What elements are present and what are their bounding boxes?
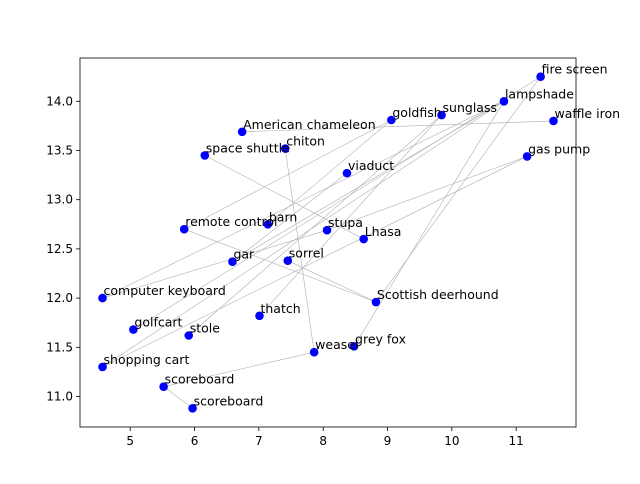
point-label: thatch bbox=[260, 301, 300, 316]
point-label: viaduct bbox=[348, 158, 394, 173]
y-tick-label: 14.0 bbox=[46, 94, 73, 108]
data-point bbox=[263, 219, 273, 229]
x-tick-label: 10 bbox=[444, 434, 459, 448]
point-label: shopping cart bbox=[104, 352, 190, 367]
x-tick-label: 5 bbox=[126, 434, 134, 448]
data-point bbox=[280, 144, 290, 153]
point-label: space shuttle bbox=[206, 140, 290, 155]
edge-line bbox=[259, 114, 442, 317]
y-tick-label: 12.5 bbox=[46, 242, 73, 256]
data-point bbox=[188, 404, 197, 413]
point-label: lampshade bbox=[505, 86, 574, 101]
data-point bbox=[322, 225, 332, 235]
data-point bbox=[549, 116, 558, 126]
data-point bbox=[437, 110, 446, 120]
data-point bbox=[309, 347, 319, 357]
edge-line bbox=[353, 101, 505, 347]
edge-line bbox=[133, 76, 541, 330]
point-label: sunglass bbox=[443, 100, 497, 115]
edge-line bbox=[284, 148, 315, 353]
point-label: computer keyboard bbox=[104, 283, 226, 298]
point-label: American chameleon bbox=[243, 117, 376, 132]
point-label: chiton bbox=[286, 134, 325, 149]
data-point bbox=[342, 168, 352, 178]
data-point bbox=[98, 362, 107, 372]
data-point bbox=[371, 297, 381, 307]
points-layer bbox=[98, 72, 558, 413]
data-point bbox=[98, 293, 107, 303]
point-label: Lhasa bbox=[365, 224, 402, 239]
point-label: waffle iron bbox=[554, 106, 620, 121]
data-point bbox=[522, 152, 532, 161]
data-point bbox=[179, 224, 189, 234]
edge-line bbox=[232, 172, 348, 262]
edge-line bbox=[188, 114, 442, 336]
y-tick-label: 12.0 bbox=[46, 291, 73, 305]
edge-line bbox=[232, 101, 505, 262]
edge-line bbox=[184, 228, 377, 303]
data-point bbox=[536, 72, 545, 81]
edge-line bbox=[375, 76, 541, 303]
y-axis: 11.0 11.5 12.0 12.5 13.0 13.5 14.0 bbox=[46, 94, 80, 403]
edge-line bbox=[163, 386, 193, 409]
x-axis: 5 6 7 8 9 10 11 bbox=[126, 427, 524, 448]
point-label: fire screen bbox=[542, 62, 608, 77]
edge-line bbox=[242, 120, 554, 133]
data-point bbox=[159, 382, 168, 391]
x-tick-label: 9 bbox=[384, 434, 392, 448]
x-tick-label: 7 bbox=[255, 434, 263, 448]
point-label: scoreboard bbox=[194, 393, 264, 408]
x-tick-label: 8 bbox=[319, 434, 327, 448]
data-point bbox=[283, 256, 293, 266]
point-label: scoreboard bbox=[165, 372, 235, 387]
data-point bbox=[200, 151, 210, 160]
edge-line bbox=[102, 229, 328, 299]
edge-line bbox=[267, 119, 392, 225]
point-label: weasel bbox=[315, 337, 358, 352]
point-label: gar bbox=[233, 247, 255, 262]
x-tick-label: 6 bbox=[191, 434, 199, 448]
point-label: gas pump bbox=[528, 141, 590, 156]
data-point bbox=[349, 342, 359, 351]
point-label: Scottish deerhound bbox=[377, 287, 499, 302]
edge-line bbox=[204, 155, 364, 240]
edge-line bbox=[163, 351, 315, 387]
point-label: grey fox bbox=[355, 331, 406, 346]
point-label: golfcart bbox=[134, 315, 182, 330]
data-point bbox=[184, 331, 194, 340]
edge-line bbox=[102, 101, 505, 368]
data-point bbox=[129, 325, 138, 334]
data-point bbox=[228, 257, 237, 266]
y-tick-label: 11.0 bbox=[46, 389, 73, 403]
y-tick-label: 13.5 bbox=[46, 143, 73, 157]
data-point bbox=[255, 311, 264, 321]
y-tick-label: 11.5 bbox=[46, 340, 73, 354]
data-point bbox=[499, 96, 509, 106]
point-label: stupa bbox=[328, 215, 363, 230]
edge-line bbox=[326, 156, 528, 231]
edge-line bbox=[102, 156, 528, 368]
point-label: stole bbox=[190, 320, 221, 335]
edge-line bbox=[184, 119, 392, 230]
data-point bbox=[359, 234, 369, 244]
data-point bbox=[237, 127, 247, 137]
x-tick-label: 11 bbox=[509, 434, 524, 448]
edges-layer bbox=[102, 76, 554, 409]
y-tick-label: 13.0 bbox=[46, 193, 73, 207]
point-label: goldfish bbox=[392, 105, 441, 120]
edge-line bbox=[287, 260, 377, 303]
point-label: remote control bbox=[185, 214, 277, 229]
point-label: sorrel bbox=[289, 246, 324, 261]
point-label: barn bbox=[269, 209, 297, 224]
data-point bbox=[387, 115, 396, 125]
edge-line bbox=[102, 101, 505, 299]
plot-frame bbox=[79, 57, 577, 428]
